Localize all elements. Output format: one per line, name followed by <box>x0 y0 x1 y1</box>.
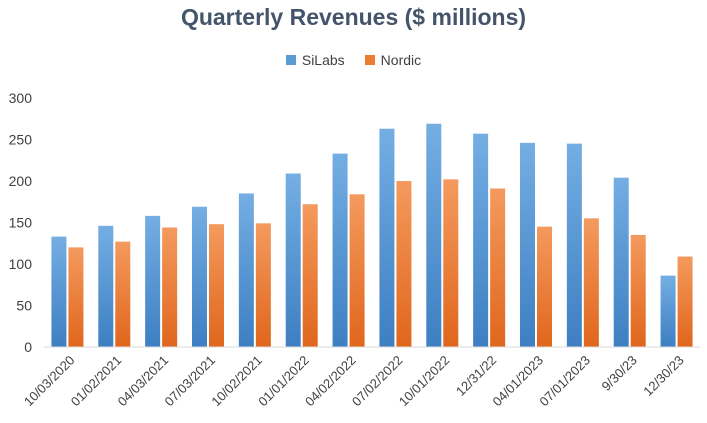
bar-nordic-4 <box>255 223 271 347</box>
bar-nordic-10 <box>537 226 552 347</box>
bar-nordic-12 <box>630 234 646 347</box>
x-tick-label: 9/30/23 <box>599 353 640 394</box>
legend-swatch-silabs <box>285 55 296 65</box>
y-tick-label: 250 <box>9 132 33 148</box>
y-tick-label: 200 <box>9 173 33 189</box>
bar-nordic-13 <box>677 256 693 347</box>
x-tick-label: 10/01/2022 <box>396 353 453 410</box>
bar-nordic-11 <box>583 218 599 347</box>
bar-silabs-5 <box>285 173 301 347</box>
bar-nordic-1 <box>115 241 131 347</box>
bar-silabs-4 <box>238 193 254 347</box>
legend-item-silabs: SiLabs <box>285 52 345 68</box>
legend-label-nordic: Nordic <box>380 52 422 68</box>
bar-silabs-7 <box>379 128 395 347</box>
y-tick-label: 50 <box>16 298 32 314</box>
y-tick-label: 150 <box>9 215 33 231</box>
legend-label-silabs: SiLabs <box>301 52 345 68</box>
chart-title: Quarterly Revenues ($ millions) <box>180 4 527 30</box>
bar-silabs-9 <box>473 133 489 347</box>
bar-nordic-2 <box>162 227 178 347</box>
y-tick-label: 100 <box>9 256 33 272</box>
bar-silabs-10 <box>520 142 535 347</box>
bar-silabs-13 <box>660 275 676 347</box>
bar-nordic-5 <box>302 204 318 347</box>
bar-nordic-6 <box>349 194 365 347</box>
x-tick-label: 07/01/2023 <box>536 353 593 410</box>
bar-silabs-6 <box>332 153 348 347</box>
y-tick-label: 0 <box>24 339 32 355</box>
bar-silabs-0 <box>51 236 67 347</box>
bar-nordic-9 <box>490 188 506 347</box>
bar-silabs-12 <box>613 177 629 347</box>
y-tick-label: 300 <box>9 90 33 106</box>
legend-swatch-nordic <box>364 55 375 65</box>
x-tick-label: 12/31/22 <box>453 353 499 399</box>
bar-nordic-8 <box>443 179 459 347</box>
bar-silabs-11 <box>566 143 582 347</box>
legend-item-nordic: Nordic <box>364 52 422 68</box>
bar-nordic-0 <box>68 247 84 347</box>
legend: SiLabs Nordic <box>0 52 707 68</box>
bar-silabs-2 <box>145 215 161 347</box>
bar-nordic-7 <box>396 181 412 347</box>
bar-nordic-3 <box>209 224 224 347</box>
bar-silabs-8 <box>426 123 442 347</box>
bar-silabs-3 <box>192 206 207 347</box>
bar-silabs-1 <box>98 225 114 347</box>
x-tick-label: 12/30/23 <box>640 353 686 399</box>
